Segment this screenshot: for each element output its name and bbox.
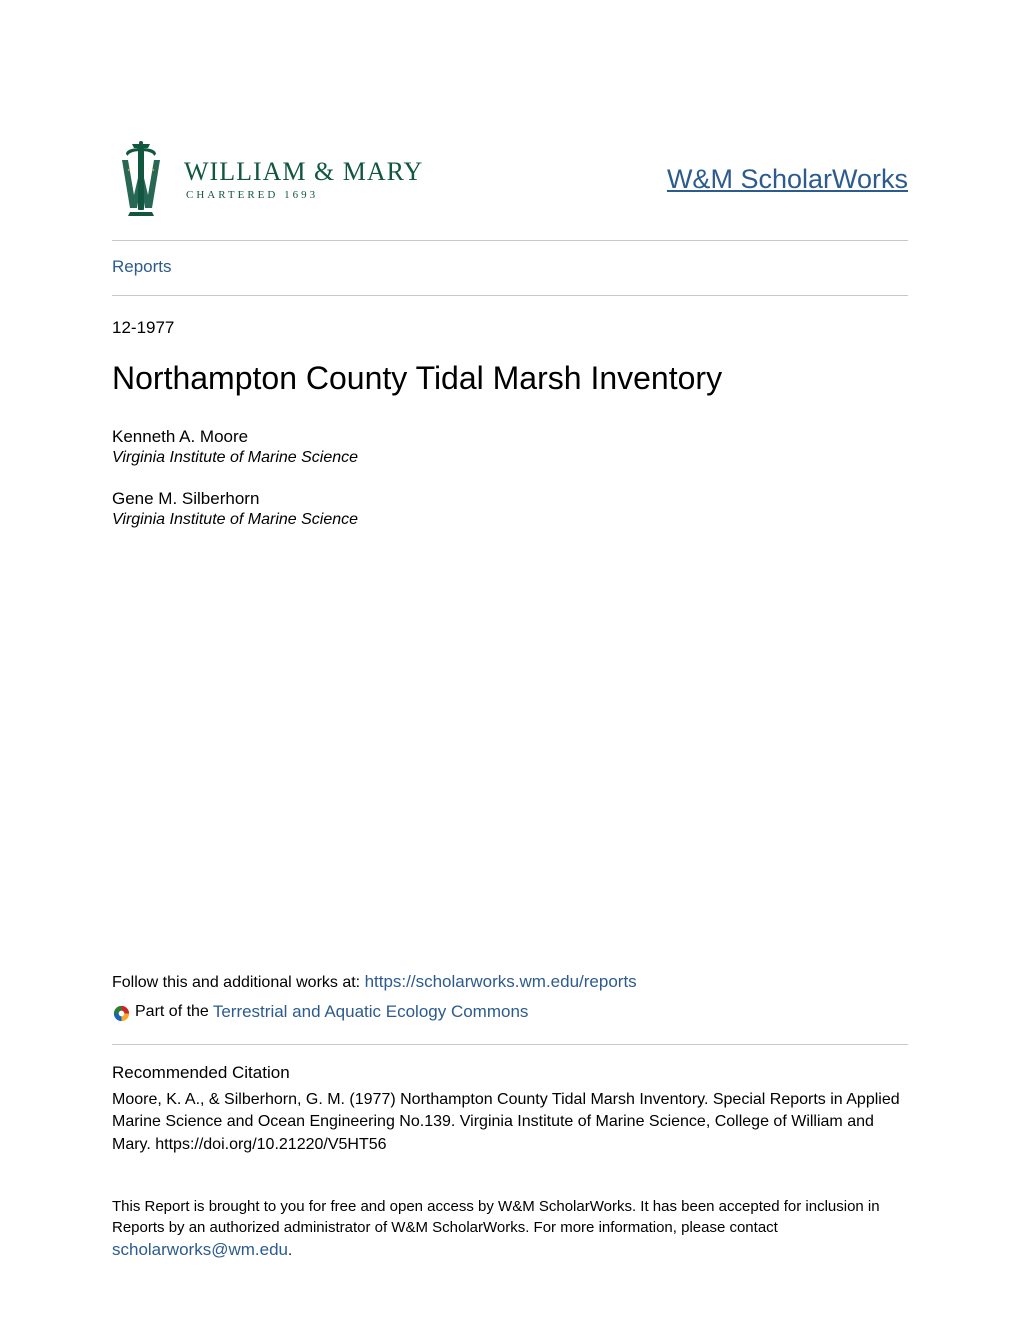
breadcrumb: Reports	[112, 241, 908, 295]
author-block: Gene M. Silberhorn Virginia Institute of…	[112, 489, 908, 529]
author-affiliation: Virginia Institute of Marine Science	[112, 449, 908, 467]
author-name: Gene M. Silberhorn	[112, 489, 908, 509]
author-affiliation: Virginia Institute of Marine Science	[112, 511, 908, 529]
divider	[112, 1044, 908, 1045]
institution-logo[interactable]: WILLIAM & MARY CHARTERED 1693	[112, 140, 423, 218]
reports-link[interactable]: Reports	[112, 257, 172, 276]
wordmark: WILLIAM & MARY CHARTERED 1693	[184, 157, 423, 201]
commons-prefix: Part of the	[135, 1003, 209, 1021]
author-block: Kenneth A. Moore Virginia Institute of M…	[112, 427, 908, 467]
scholarworks-link[interactable]: W&M ScholarWorks	[667, 164, 908, 195]
contact-email-link[interactable]: scholarworks@wm.edu	[112, 1240, 288, 1259]
divider	[112, 295, 908, 296]
publication-date: 12-1977	[112, 318, 908, 338]
author-name: Kenneth A. Moore	[112, 427, 908, 447]
footer-before: This Report is brought to you for free a…	[112, 1198, 880, 1236]
follow-line: Follow this and additional works at: htt…	[112, 972, 908, 992]
follow-prefix: Follow this and additional works at:	[112, 974, 365, 991]
citation-heading: Recommended Citation	[112, 1063, 908, 1083]
wordmark-main: WILLIAM & MARY	[184, 157, 423, 187]
citation-text: Moore, K. A., & Silberhorn, G. M. (1977)…	[112, 1089, 908, 1156]
footer-text: This Report is brought to you for free a…	[112, 1196, 908, 1262]
lower-section: Follow this and additional works at: htt…	[112, 972, 908, 1262]
commons-link[interactable]: Terrestrial and Aquatic Ecology Commons	[213, 1002, 529, 1022]
page-title: Northampton County Tidal Marsh Inventory	[112, 360, 908, 397]
footer-after: .	[288, 1242, 292, 1259]
network-icon	[112, 1004, 131, 1023]
wordmark-sub: CHARTERED 1693	[186, 189, 423, 201]
header: WILLIAM & MARY CHARTERED 1693 W&M Schola…	[112, 140, 908, 218]
commons-line: Part of the Terrestrial and Aquatic Ecol…	[112, 1002, 908, 1022]
wm-cipher-icon	[112, 140, 170, 218]
follow-link[interactable]: https://scholarworks.wm.edu/reports	[365, 972, 637, 991]
